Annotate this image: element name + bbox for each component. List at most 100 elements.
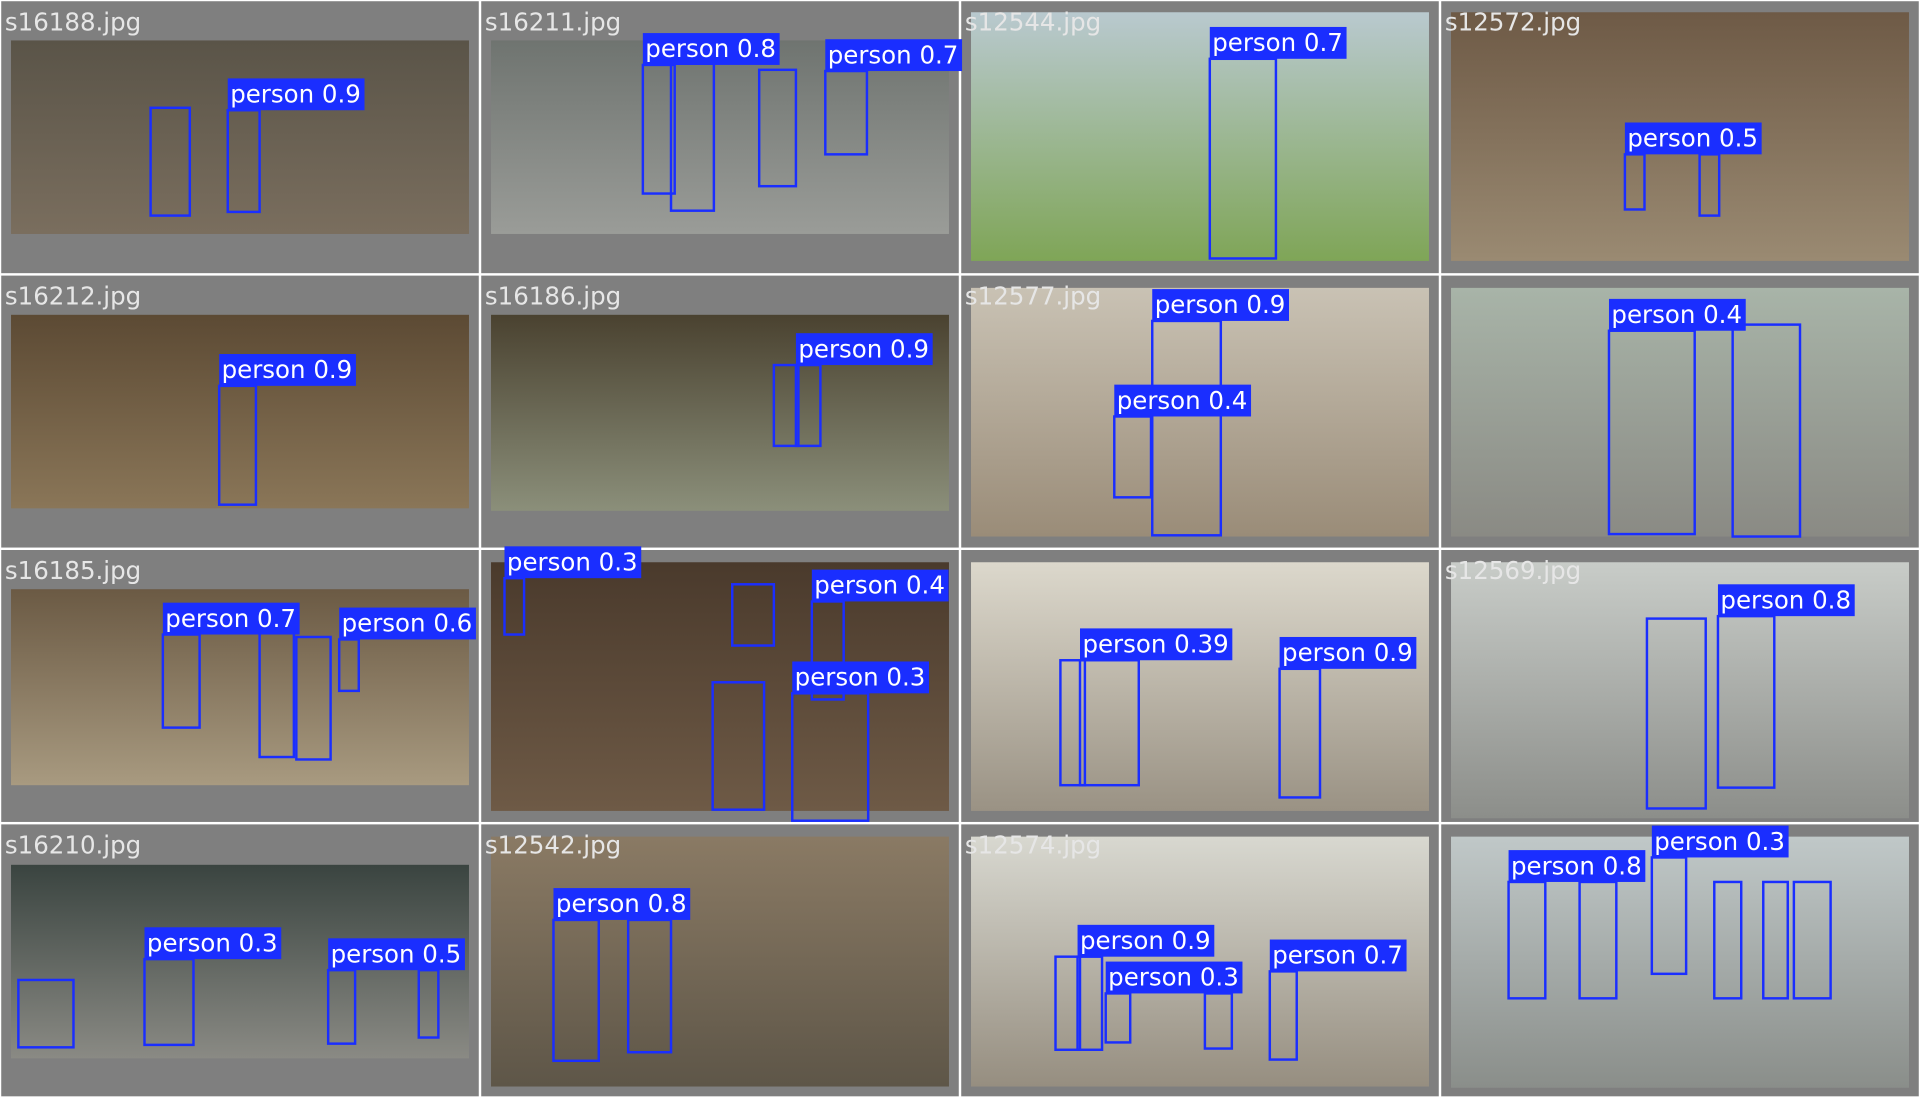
- box-label: person 0.6: [339, 607, 476, 640]
- box-label: person 0.4: [1608, 298, 1746, 331]
- box-label: person 0.8: [1717, 584, 1855, 617]
- filename: s16210.jpg: [5, 830, 141, 859]
- label-background: [825, 39, 963, 72]
- box-label: person 0.7: [1209, 26, 1347, 59]
- label-text: person 0.5: [331, 939, 462, 968]
- photo: [971, 562, 1429, 811]
- filename: s16188.jpg: [5, 7, 141, 36]
- filename: s16211.jpg: [485, 7, 621, 36]
- label-text: person 0.3: [147, 928, 278, 957]
- box-label: person 0.5: [1624, 122, 1762, 155]
- box-label: person 0.3: [1651, 825, 1789, 858]
- box-label: person 0.9: [227, 78, 365, 111]
- label-background: [219, 354, 356, 386]
- label-background: [1279, 636, 1417, 669]
- label-background: [144, 927, 282, 960]
- photo: [11, 40, 469, 234]
- label-background: [227, 78, 365, 111]
- label-background: [504, 546, 642, 579]
- label-text: person 0.7: [165, 604, 296, 633]
- label-text: person 0.7: [1212, 28, 1343, 57]
- bounding-box: [17, 978, 75, 1049]
- label-text: person 0.7: [828, 40, 959, 69]
- box-label: person 0.7: [825, 39, 963, 72]
- label-text: person 0.3: [1108, 963, 1239, 992]
- label-background: [1077, 924, 1215, 957]
- filename: s16212.jpg: [5, 282, 141, 311]
- label-background: [1269, 939, 1407, 972]
- label-background: [811, 569, 949, 602]
- photo: [491, 40, 949, 234]
- photo: [971, 12, 1429, 261]
- filename: s12577.jpg: [965, 282, 1101, 311]
- box-label: person 0.7: [162, 602, 300, 635]
- bounding-box: [711, 681, 766, 811]
- tile: s16212.jpg: [1, 275, 479, 548]
- bounding-box: [1713, 880, 1743, 1000]
- bounding-box: [1792, 880, 1832, 1000]
- tile: s12544.jpg: [961, 1, 1439, 274]
- box-label: person 0.3: [1105, 961, 1243, 994]
- label-text: person 0.7: [1272, 941, 1403, 970]
- label-text: person 0.9: [222, 355, 353, 384]
- box-label: person 0.9: [795, 333, 933, 366]
- label-text: person 0.9: [230, 80, 361, 109]
- label-text: person 0.8: [556, 889, 687, 918]
- box-label: person 0.8: [1508, 850, 1646, 882]
- label-background: [1114, 384, 1252, 417]
- filename: s12572.jpg: [1445, 7, 1581, 36]
- box-label: person 0.4: [1114, 384, 1252, 417]
- tile: s12569.jpg: [1441, 550, 1919, 822]
- filename: s12544.jpg: [965, 7, 1101, 36]
- box-label: person 0.9: [219, 354, 356, 386]
- label-text: person 0.8: [1720, 585, 1851, 614]
- label-background: [792, 661, 929, 694]
- label-text: person 0.9: [798, 334, 929, 363]
- bounding-box: [731, 583, 776, 647]
- label-text: person 0.3: [507, 547, 638, 576]
- bounding-box: [295, 635, 332, 761]
- label-background: [1105, 961, 1243, 994]
- label-text: person 0.8: [645, 34, 776, 63]
- photo: [491, 836, 949, 1087]
- tile: s16186.jpg: [481, 275, 959, 548]
- tile: s12542.jpg: [481, 824, 959, 1097]
- bounding-box: [1054, 955, 1082, 1052]
- tile: s16188.jpg: [1, 1, 479, 274]
- bounding-box: [1762, 880, 1789, 1000]
- label-background: [553, 888, 691, 920]
- label-text: person 0.9: [1080, 926, 1211, 955]
- filename: s16185.jpg: [5, 556, 141, 585]
- label-background: [1717, 584, 1855, 617]
- filename: s16186.jpg: [485, 282, 621, 311]
- bounding-box: [1059, 659, 1087, 787]
- label-background: [1152, 289, 1289, 321]
- label-background: [162, 602, 300, 635]
- bounding-box: [1731, 323, 1802, 538]
- label-background: [339, 607, 476, 640]
- box-label: person 0.4: [811, 569, 949, 602]
- tile: s16185.jpg: [1, 550, 479, 822]
- label-background: [1651, 825, 1789, 858]
- filename: s12574.jpg: [965, 830, 1101, 859]
- box-label: person 0.5: [328, 938, 465, 971]
- label-background: [1608, 298, 1746, 331]
- box-label: person 0.39: [1080, 628, 1233, 661]
- box-label: person 0.8: [553, 888, 691, 920]
- label-text: person 0.4: [1117, 386, 1248, 415]
- box-label: person 0.8: [642, 33, 780, 65]
- label-text: person 0.3: [1654, 827, 1785, 856]
- box-label: person 0.3: [144, 927, 282, 960]
- bounding-box: [149, 106, 192, 217]
- label-text: person 0.39: [1082, 630, 1228, 659]
- tile: [961, 550, 1439, 822]
- bounding-box: [757, 68, 798, 188]
- label-text: person 0.9: [1282, 638, 1413, 667]
- label-background: [1209, 26, 1347, 59]
- label-text: person 0.5: [1627, 124, 1758, 153]
- label-background: [328, 938, 465, 971]
- box-label: person 0.3: [792, 661, 929, 694]
- label-background: [642, 33, 780, 65]
